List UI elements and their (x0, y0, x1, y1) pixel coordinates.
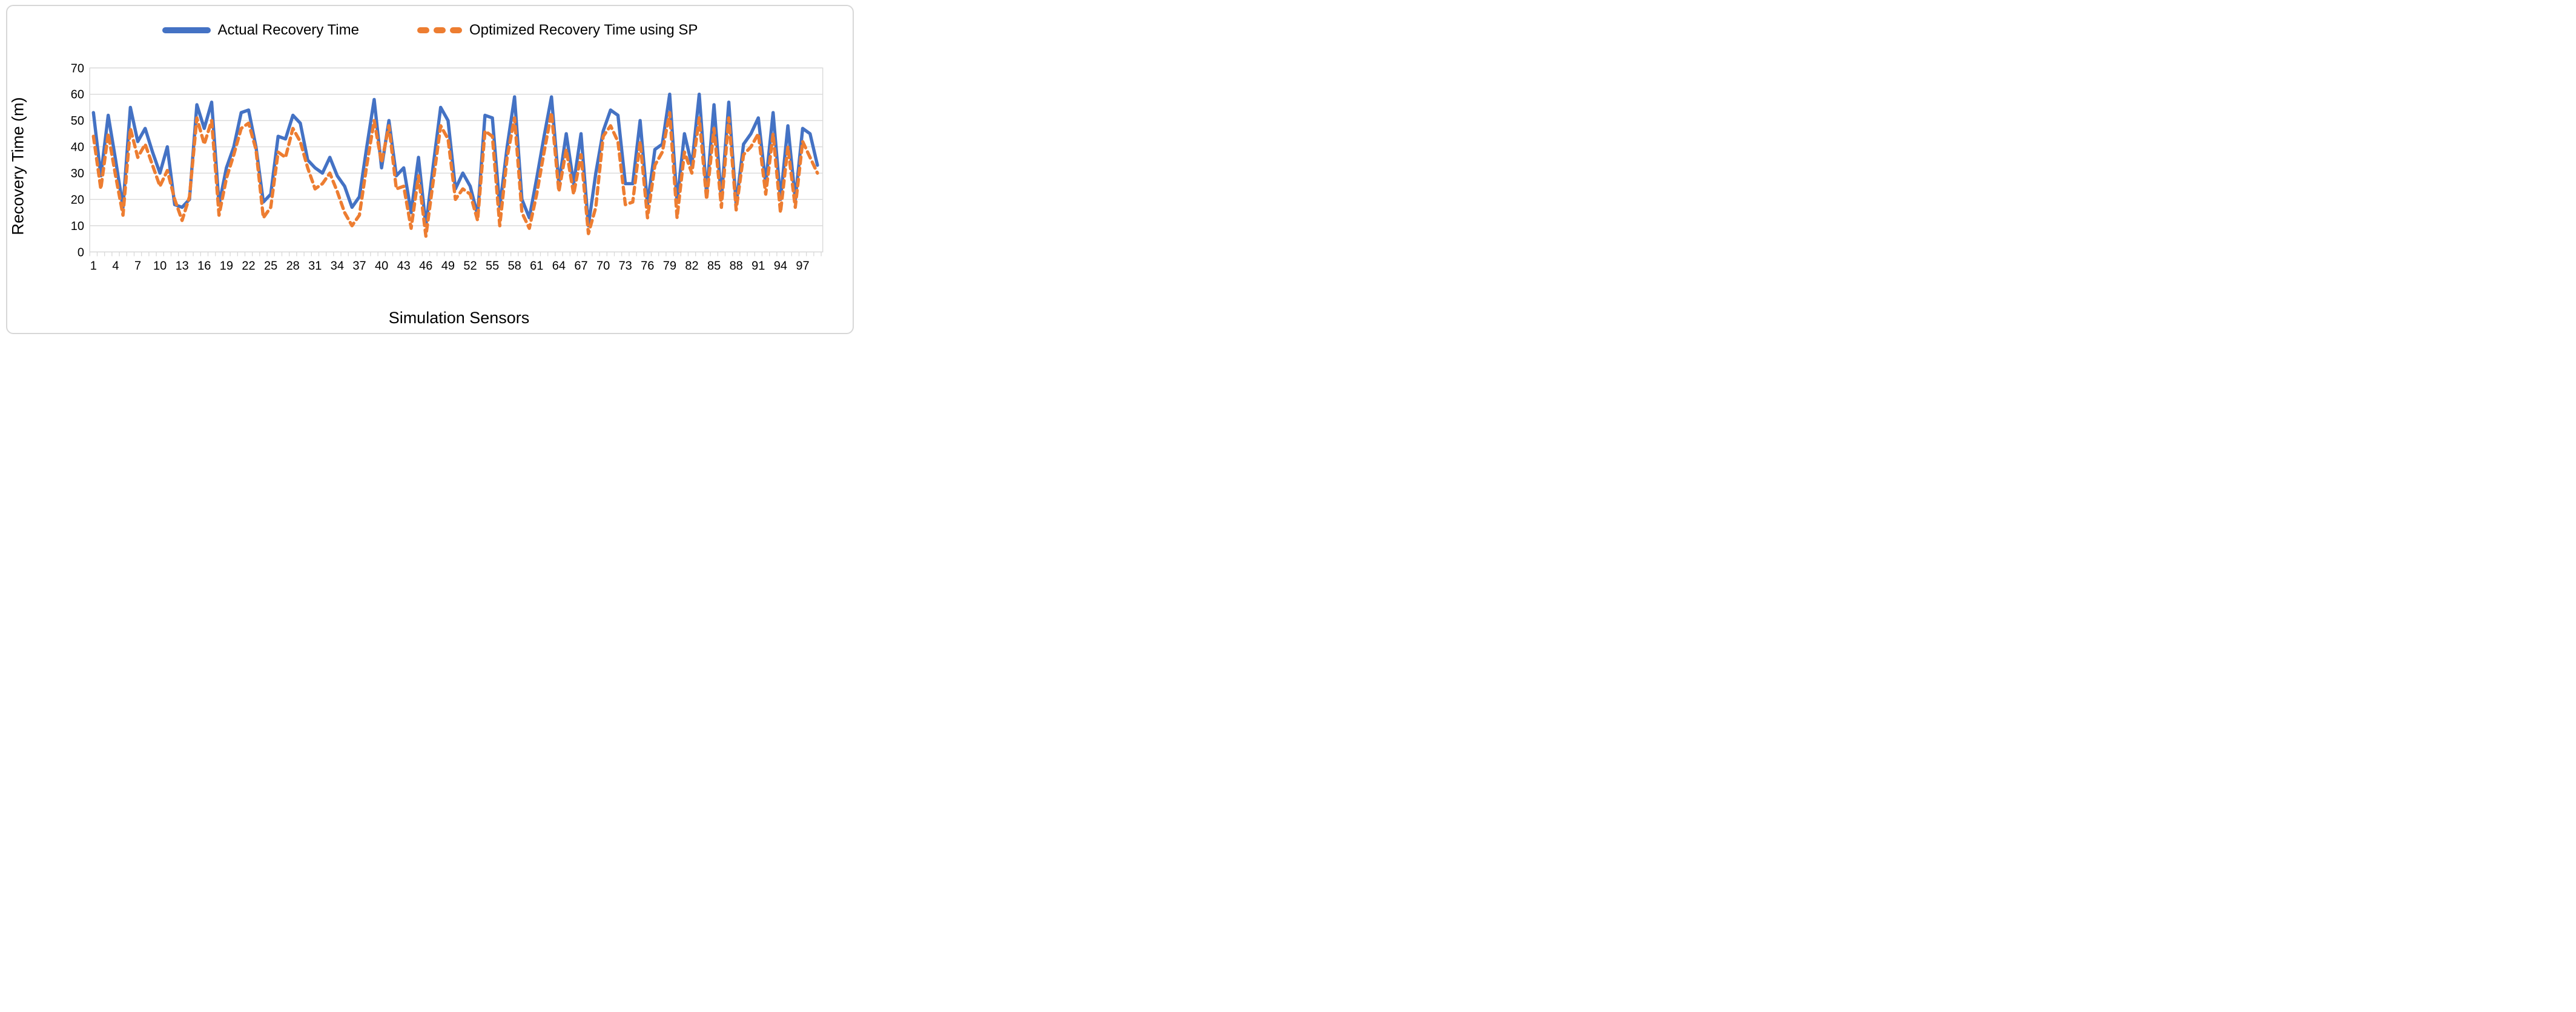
series-optimized-line (91, 111, 819, 238)
svg-text:16: 16 (197, 259, 211, 272)
y-tick-labels: 0 10 20 30 40 50 60 70 (71, 62, 84, 259)
svg-text:79: 79 (663, 259, 676, 272)
legend-item-actual: Actual Recovery Time (162, 22, 359, 39)
svg-text:31: 31 (308, 259, 322, 272)
svg-text:67: 67 (574, 259, 587, 272)
legend-line-sample-dashed (417, 27, 462, 33)
svg-text:91: 91 (751, 259, 765, 272)
svg-text:7: 7 (134, 259, 141, 272)
svg-text:94: 94 (774, 259, 787, 272)
svg-text:13: 13 (176, 259, 189, 272)
svg-text:1: 1 (90, 259, 97, 272)
svg-text:61: 61 (530, 259, 543, 272)
svg-text:50: 50 (71, 114, 84, 128)
series-actual-line (91, 93, 819, 228)
legend-label-actual: Actual Recovery Time (217, 22, 359, 38)
svg-text:20: 20 (71, 193, 84, 206)
svg-text:76: 76 (641, 259, 654, 272)
legend-line-sample-solid (162, 27, 211, 33)
x-tick-labels: 1 4 7 10 13 16 19 22 25 28 31 34 37 40 43 46 49 52 55 58 61 6… (90, 259, 810, 272)
svg-text:30: 30 (71, 167, 84, 180)
svg-text:22: 22 (242, 259, 255, 272)
svg-text:4: 4 (112, 259, 119, 272)
svg-text:55: 55 (486, 259, 499, 272)
x-axis-title: Simulation Sensors (388, 309, 530, 327)
svg-text:0: 0 (78, 246, 84, 259)
svg-text:40: 40 (71, 141, 84, 154)
svg-text:34: 34 (331, 259, 344, 272)
svg-text:88: 88 (730, 259, 743, 272)
svg-text:37: 37 (352, 259, 366, 272)
svg-text:19: 19 (220, 259, 233, 272)
svg-text:82: 82 (685, 259, 698, 272)
plot-area: 0 10 20 30 40 50 60 70 1 4 7 10 13 16 19 22 25 28 31 34 37 40… (71, 62, 824, 272)
svg-text:10: 10 (153, 259, 167, 272)
svg-text:10: 10 (71, 220, 84, 233)
chart-frame: Actual Recovery Time Optimized Recovery … (6, 5, 854, 334)
svg-text:40: 40 (375, 259, 388, 272)
svg-text:70: 70 (596, 259, 610, 272)
x-tick-marks (89, 252, 822, 257)
svg-text:70: 70 (71, 62, 84, 75)
svg-text:60: 60 (71, 88, 84, 102)
plot-border (89, 67, 824, 253)
svg-text:97: 97 (796, 259, 809, 272)
svg-text:73: 73 (619, 259, 632, 272)
legend-item-optimized: Optimized Recovery Time using SP (417, 22, 698, 39)
svg-text:58: 58 (508, 259, 521, 272)
svg-text:25: 25 (264, 259, 277, 272)
gridlines (90, 67, 823, 252)
svg-text:64: 64 (552, 259, 566, 272)
svg-text:46: 46 (419, 259, 432, 272)
svg-text:49: 49 (441, 259, 455, 272)
svg-text:43: 43 (397, 259, 411, 272)
legend-label-optimized: Optimized Recovery Time using SP (469, 22, 698, 38)
svg-text:52: 52 (463, 259, 477, 272)
svg-text:85: 85 (707, 259, 721, 272)
legend: Actual Recovery Time Optimized Recovery … (7, 22, 853, 39)
svg-text:28: 28 (286, 259, 300, 272)
